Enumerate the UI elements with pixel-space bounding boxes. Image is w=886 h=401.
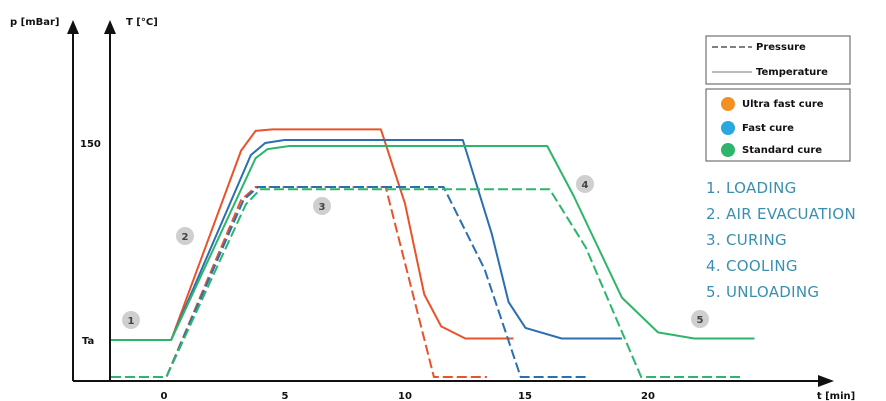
series-pressure-ultra-fast-cure: [111, 186, 487, 378]
phase-item-1: 1. LOADING: [706, 179, 797, 197]
svg-text:2: 2: [182, 232, 189, 243]
x-tick-10: 10: [398, 391, 412, 401]
phase-item-4: 4. COOLING: [706, 257, 798, 275]
legend-pressure-label: Pressure: [756, 42, 806, 53]
svg-text:5: 5: [697, 315, 704, 326]
y-tick-ta: Ta: [82, 336, 94, 347]
phase-item-3: 3. CURING: [706, 231, 787, 249]
series-layer: [111, 128, 755, 378]
phase-marker-1: 1: [122, 311, 140, 329]
legend-fast-label: Fast cure: [742, 123, 794, 134]
time-axis-arrow: [818, 375, 834, 387]
series-pressure-fast-cure: [111, 186, 586, 378]
time-axis-title: t [min]: [817, 391, 855, 401]
x-tick-15: 15: [518, 391, 532, 401]
series-pressure-standard-cure: [111, 188, 743, 378]
phase-marker-2: 2: [176, 227, 194, 245]
phase-marker-3: 3: [313, 197, 331, 215]
series-temperature-standard-cure: [111, 145, 755, 341]
legend-ultra-fast-label: Ultra fast cure: [742, 99, 824, 110]
pressure-axis-arrow: [67, 20, 79, 34]
phase-marker-4: 4: [576, 175, 594, 193]
phase-item-5: 5. UNLOADING: [706, 283, 819, 301]
pressure-axis-title: p [mBar]: [10, 17, 60, 28]
svg-text:3: 3: [319, 202, 326, 213]
phase-marker-5: 5: [691, 310, 709, 328]
legend-ultra-fast-dot: [721, 97, 735, 111]
temperature-axis-arrow: [104, 20, 116, 34]
svg-text:4: 4: [582, 180, 589, 191]
phase-list: 1. LOADING 2. AIR EVACUATION 3. CURING 4…: [706, 179, 856, 301]
x-tick-20: 20: [641, 391, 655, 401]
legend-standard-dot: [721, 143, 735, 157]
series-temperature-fast-cure: [111, 139, 622, 341]
legend-temperature-label: Temperature: [756, 67, 828, 78]
x-tick-0: 0: [161, 391, 168, 401]
svg-text:1: 1: [128, 316, 135, 327]
legend-fast-dot: [721, 121, 735, 135]
legend-line-styles: Pressure Temperature: [705, 35, 851, 85]
legend-standard-label: Standard cure: [742, 145, 822, 156]
y-tick-150: 150: [80, 139, 101, 150]
x-tick-5: 5: [282, 391, 289, 401]
series-temperature-ultra-fast-cure: [111, 128, 514, 341]
temperature-axis-title: T [°C]: [126, 17, 158, 28]
legend-cures: Ultra fast cure Fast cure Standard cure: [705, 88, 851, 162]
phase-item-2: 2. AIR EVACUATION: [706, 205, 856, 223]
